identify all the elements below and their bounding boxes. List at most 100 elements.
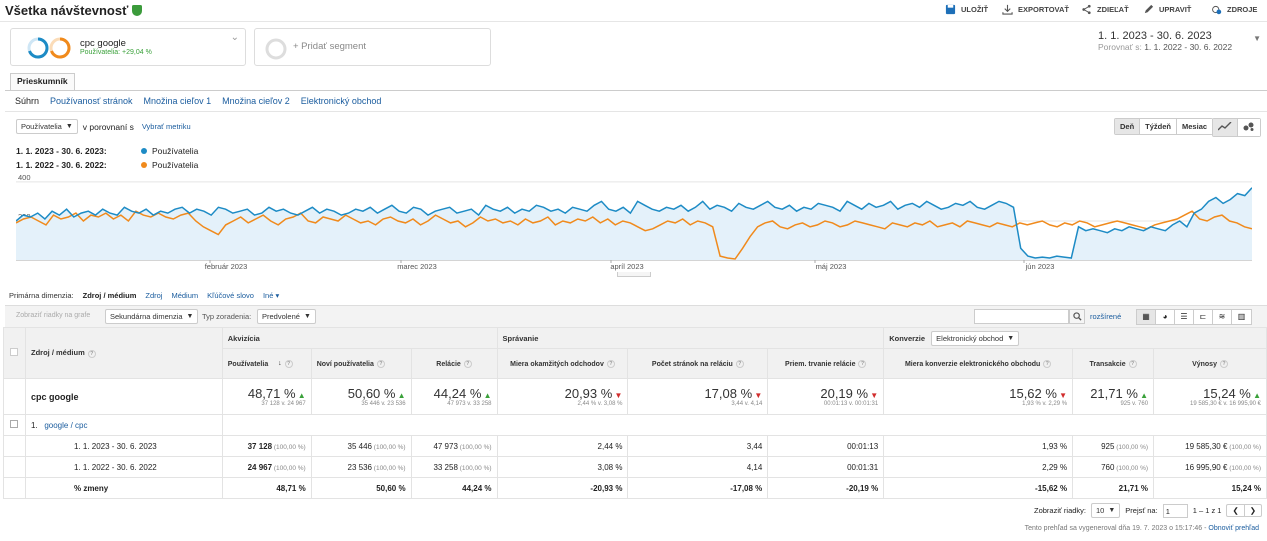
edit-button[interactable]: UPRAVIŤ [1143, 4, 1191, 15]
footer-text: Tento prehľad sa vygeneroval dňa 19. 7. … [1024, 525, 1207, 532]
cell-percent: (100,00 %) [272, 464, 306, 472]
dimension-medium[interactable]: Médium [171, 291, 199, 300]
legend-2022: 1. 1. 2022 - 30. 6. 2022: Používatelia [16, 160, 198, 170]
line-chart-icon[interactable] [1213, 119, 1238, 136]
table-view-icon[interactable]: ▦ [1137, 310, 1156, 324]
cell-percent: (100,00 %) [457, 464, 492, 472]
granularity-month[interactable]: Mesiac [1177, 119, 1213, 134]
col-header-label: Počet stránok na reláciu [651, 360, 733, 368]
dimension-source-medium[interactable]: Zdroj / médium [82, 291, 137, 300]
metric-select[interactable]: Používatelia ▼ [16, 119, 78, 134]
tab-explorer[interactable]: Prieskumník [10, 73, 75, 90]
col-header[interactable]: Miera okamžitých odchodov? [496, 348, 629, 379]
subtab-goal-set-1[interactable]: Množina cieľov 1 [143, 96, 212, 106]
refresh-report-link[interactable]: Obnoviť prehľad [1208, 525, 1259, 532]
col-header[interactable]: Noví používatelia? [310, 348, 412, 379]
pager: Zobraziť riadky: 10 ▼ Prejsť na: 1 1 – 1 … [1034, 503, 1263, 518]
series-area-2023 [16, 187, 1252, 260]
pivot-view-icon[interactable]: ▥ [1237, 312, 1246, 321]
section-divider [5, 111, 1267, 112]
help-icon: ? [376, 359, 385, 368]
row-dimension: 1. google / cpc [24, 414, 223, 436]
share-button[interactable]: ZDIEĽAŤ [1081, 4, 1129, 15]
col-header[interactable]: Používatelia ↓? [221, 348, 312, 379]
dimension-source[interactable]: Zdroj [145, 291, 163, 300]
help-icon: ? [735, 359, 744, 368]
col-header[interactable]: Počet stránok na reláciu? [627, 348, 769, 379]
dimension-other[interactable]: Iné ▾ [262, 291, 280, 300]
date-range-main: 1. 1. 2023 - 30. 6. 2023 [1098, 30, 1212, 42]
save-button[interactable]: ULOŽIŤ [945, 4, 988, 15]
dimension-keyword[interactable]: Kľúčové slovo [207, 291, 254, 300]
col-header-label: Miera okamžitých odchodov [510, 360, 604, 368]
date-range-picker[interactable]: 1. 1. 2023 - 30. 6. 2023 Porovnať s: 1. … [1098, 30, 1261, 52]
next-page-icon[interactable]: ❯ [1249, 506, 1257, 515]
motion-chart-icon[interactable] [1238, 119, 1260, 136]
select-all-checkbox[interactable] [3, 327, 26, 379]
conversion-select[interactable]: Elektronický obchod ▼ [931, 330, 1020, 346]
goto-input[interactable]: 1 [1162, 503, 1188, 518]
edit-label: UPRAVIŤ [1159, 5, 1192, 14]
top-bar: Všetka návštevnosť ULOŽIŤ EXPORTOVAŤ ZDI… [0, 0, 1267, 22]
report-title: Všetka návštevnosť [5, 3, 143, 18]
row-change-cell: -17,08 % [627, 477, 769, 499]
pie-view-icon[interactable]: ◕ [1156, 310, 1175, 324]
col-header[interactable]: Priem. trvanie relácie? [767, 348, 885, 379]
empty-segment-icon [265, 38, 287, 60]
granularity-day[interactable]: Deň [1115, 119, 1141, 134]
row-change-label: % zmeny [24, 477, 223, 499]
chart-resize-handle[interactable] [617, 272, 651, 277]
compare-text: v porovnaní s [82, 121, 134, 132]
add-segment-card[interactable]: + Pridať segment [254, 28, 491, 66]
subtab-summary[interactable]: Súhrn [15, 96, 40, 106]
change-value: 15,62 % [1009, 386, 1057, 401]
col-header[interactable]: Relácie? [410, 348, 498, 379]
change-value: 21,71 % [1090, 386, 1138, 401]
legend-2023: 1. 1. 2023 - 30. 6. 2023: Používatelia [16, 146, 198, 156]
granularity-week[interactable]: Týždeň [1140, 119, 1178, 134]
secondary-dimension-select[interactable]: Sekundárna dimenzia ▼ [105, 309, 199, 324]
arrow-up-icon: ▲ [481, 391, 492, 400]
segment-change-cell: 15,24 % ▲ 19 585,30 € v. 16 995,90 € [1153, 378, 1267, 415]
cell-value: 2,29 % [1042, 462, 1068, 472]
caret-down-icon: ▼ [303, 313, 311, 320]
performance-view-icon[interactable]: ☰ [1175, 310, 1194, 324]
advanced-filter-link[interactable]: rozšírené [1090, 312, 1122, 321]
rows-select[interactable]: 10 ▼ [1091, 503, 1121, 518]
subtab-site-usage[interactable]: Používanosť stránok [50, 96, 133, 106]
term-cloud-icon[interactable]: ≋ [1213, 310, 1232, 324]
search-icon[interactable] [1069, 309, 1085, 324]
segment-card[interactable]: cpc google Používatelia: +29,04 % ⌄ [10, 28, 246, 66]
change-value: 20,19 % [820, 386, 869, 401]
help-icon: ? [284, 359, 293, 368]
arrow-up-icon: ▲ [1250, 391, 1261, 400]
sources-button[interactable]: ZDROJE [1211, 4, 1257, 15]
cell-value: -17,08 % [730, 483, 763, 493]
row-change-cell: -20,93 % [496, 477, 629, 499]
table-search-input[interactable] [974, 309, 1069, 324]
row-checkbox[interactable] [3, 414, 26, 436]
col-header[interactable]: Transakcie? [1072, 348, 1155, 379]
sort-select[interactable]: Predvolené ▼ [257, 309, 316, 324]
row-name-link[interactable]: google / cpc [44, 420, 88, 430]
plot-rows-button[interactable]: Zobraziť riadky na grafe [16, 312, 91, 319]
export-button[interactable]: EXPORTOVAŤ [1002, 4, 1069, 15]
comparison-view-icon[interactable]: ⊏ [1194, 310, 1213, 324]
subtab-goal-set-2[interactable]: Množina cieľov 2 [222, 96, 290, 106]
arrow-down-icon: ▼ [1056, 391, 1068, 400]
choose-metric-link[interactable]: Vybrať metriku [141, 122, 191, 131]
cell-value: 35 446 [347, 441, 372, 451]
cell-percent: (100,00 %) [1227, 443, 1261, 451]
cell-value: 1,93 % [1042, 441, 1068, 451]
chevron-down-icon[interactable]: ⌄ [230, 32, 239, 43]
col-header[interactable]: Výnosy? [1153, 348, 1267, 379]
metric-select-value: Používatelia [21, 122, 62, 131]
conversion-select-value: Elektronický obchod [936, 333, 1004, 343]
subtab-ecommerce[interactable]: Elektronický obchod [300, 96, 382, 106]
cell-percent: (100,00 %) [457, 443, 492, 451]
col-header[interactable]: Miera konverzie elektronického obchodu? [883, 348, 1074, 379]
prev-page-icon[interactable]: ❮ [1227, 505, 1245, 516]
dim-header[interactable]: Zdroj / médium? [24, 327, 223, 379]
pencil-icon [1144, 4, 1154, 14]
